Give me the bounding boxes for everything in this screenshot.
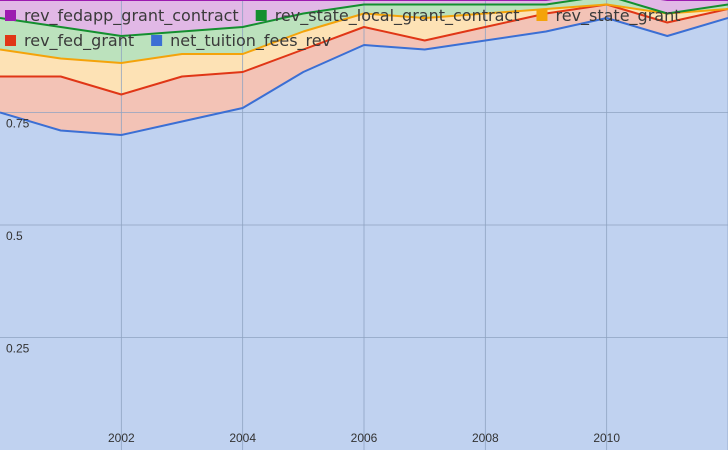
line-rev-state-grant [0,3,728,64]
legend-label: rev_state_local_grant_contract [275,6,520,26]
y-tick-label: 0.75 [6,117,30,131]
legend-item-rev-fed-grant: rev_fed_grant [5,31,134,51]
tick-label-layer: 0.25 0.5 0.75 2002 2004 2006 2008 2010 [6,117,620,446]
line-net-tuition-fees-rev [0,17,728,136]
legend-swatch [151,35,163,46]
legend-swatch [5,10,16,21]
legend-label: rev_fedapp_grant_contract [24,6,239,26]
x-tick-label: 2010 [593,431,620,445]
x-tick-label: 2008 [472,431,499,445]
area-rev-state-grant [0,4,728,95]
x-tick-label: 2004 [229,431,256,445]
line-rev-state-local-grant-contract [0,0,728,37]
y-tick-label: 0.25 [6,342,30,356]
legend-item-rev-state-local-grant-contract: rev_state_local_grant_contract [255,6,520,26]
area-rev-fedapp-grant-contract [0,0,728,36]
area-rev-state-local-grant-contract [0,0,728,63]
y-tick-label: 0.5 [6,229,23,243]
legend: rev_fedapp_grant_contract rev_state_local… [5,6,681,51]
legend-item-net-tuition-fees-rev: net_tuition_fees_rev [151,31,331,51]
legend-label: rev_state_grant [555,6,680,26]
line-layer [0,0,728,136]
area-rev-fed-grant [0,4,728,135]
legend-swatch [255,10,267,21]
legend-swatch [536,10,548,21]
legend-item-rev-fedapp-grant-contract: rev_fedapp_grant_contract [5,6,239,26]
legend-item-rev-state-grant: rev_state_grant [536,6,681,26]
x-tick-label: 2006 [351,431,378,445]
legend-label: rev_fed_grant [24,31,134,51]
x-tick-label: 2002 [108,431,135,445]
legend-swatch [5,35,16,46]
legend-label: net_tuition_fees_rev [170,31,331,51]
